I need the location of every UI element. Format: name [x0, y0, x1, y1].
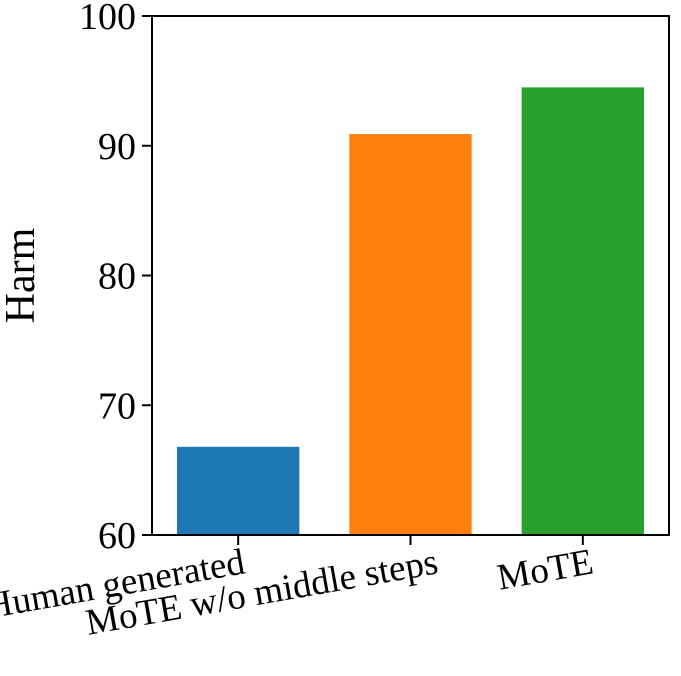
- y-tick-label: 60: [98, 515, 136, 557]
- bar-2: [349, 134, 472, 535]
- y-tick-label: 80: [98, 256, 136, 298]
- y-axis-label: Harm: [0, 227, 44, 323]
- bar-1: [176, 446, 300, 535]
- plot-frame: [151, 15, 670, 536]
- y-tick-label: 90: [98, 126, 136, 168]
- y-axis-ticks: 60 70 80 90 100: [79, 0, 152, 557]
- y-tick-label: 100: [79, 0, 136, 38]
- bars-group: [176, 87, 645, 536]
- x-tick-label: MoTE: [494, 541, 596, 598]
- bar-3: [521, 87, 645, 536]
- y-tick-label: 70: [98, 385, 136, 427]
